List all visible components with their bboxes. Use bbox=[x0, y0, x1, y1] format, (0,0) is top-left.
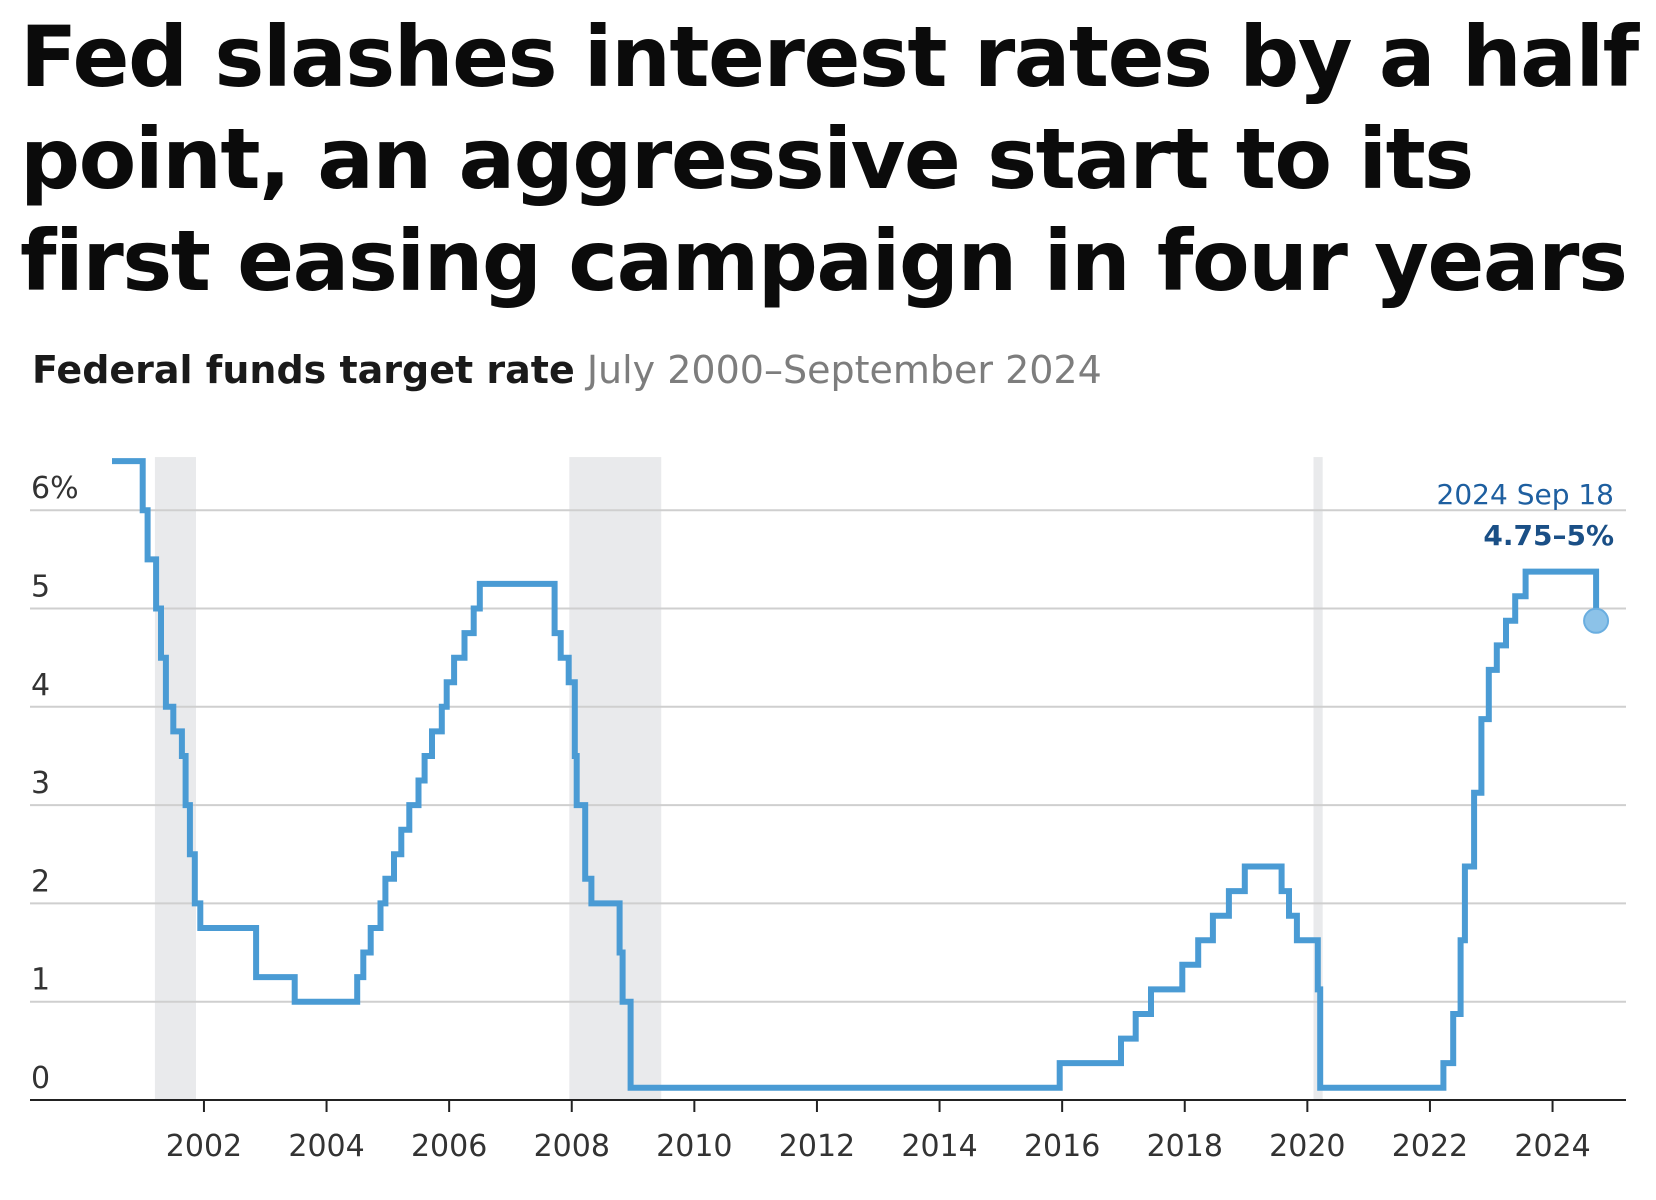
annotation-date: 2024 Sep 18 bbox=[1437, 478, 1614, 511]
x-tick-label: 2010 bbox=[656, 1129, 732, 1164]
x-tick-label: 2008 bbox=[534, 1129, 610, 1164]
recession-band bbox=[569, 457, 662, 1100]
y-tick-label: 0 bbox=[31, 1061, 50, 1096]
x-tick-label: 2024 bbox=[1514, 1129, 1590, 1164]
y-tick-label: 1 bbox=[31, 963, 50, 998]
y-tick-label: 5 bbox=[31, 570, 50, 605]
x-tick-label: 2002 bbox=[166, 1129, 242, 1164]
x-axis: 2002 2004 2006 2008 2010 2012 2014 2016 2018 2020… bbox=[30, 1099, 1626, 1164]
x-tick-label: 2022 bbox=[1392, 1129, 1468, 1164]
rate-series-line bbox=[112, 458, 1600, 1091]
gridlines bbox=[30, 509, 1626, 1003]
chart-title: Federal funds target rate bbox=[32, 348, 575, 392]
x-tick-label: 2014 bbox=[901, 1129, 977, 1164]
x-tick-label: 2020 bbox=[1269, 1129, 1345, 1164]
x-tick-label: 2012 bbox=[779, 1129, 855, 1164]
y-axis-ticks: 0 1 2 3 4 5 6% bbox=[31, 471, 79, 1096]
recession-band bbox=[154, 457, 196, 1100]
latest-annotation: 2024 Sep 18 4.75–5% bbox=[1437, 478, 1614, 634]
latest-point-marker bbox=[1583, 607, 1610, 634]
y-tick-label: 2 bbox=[31, 864, 50, 899]
x-tick-label: 2004 bbox=[288, 1129, 364, 1164]
headline: Fed slashes interest rates by a half poi… bbox=[20, 8, 1639, 310]
x-tick-label: 2018 bbox=[1147, 1129, 1223, 1164]
recession-bands bbox=[154, 457, 1323, 1100]
chart-subtitle: July 2000–September 2024 bbox=[586, 348, 1102, 392]
recession-band bbox=[1313, 457, 1323, 1100]
y-tick-label: 6% bbox=[31, 471, 79, 506]
x-tick-label: 2016 bbox=[1024, 1129, 1100, 1164]
series-group bbox=[112, 458, 1600, 1091]
chart-heading: Federal funds target rate July 2000–Sept… bbox=[32, 346, 1102, 394]
y-tick-label: 4 bbox=[31, 668, 50, 703]
y-tick-label: 3 bbox=[31, 766, 50, 801]
annotation-value: 4.75–5% bbox=[1483, 519, 1614, 552]
x-tick-label: 2006 bbox=[411, 1129, 487, 1164]
